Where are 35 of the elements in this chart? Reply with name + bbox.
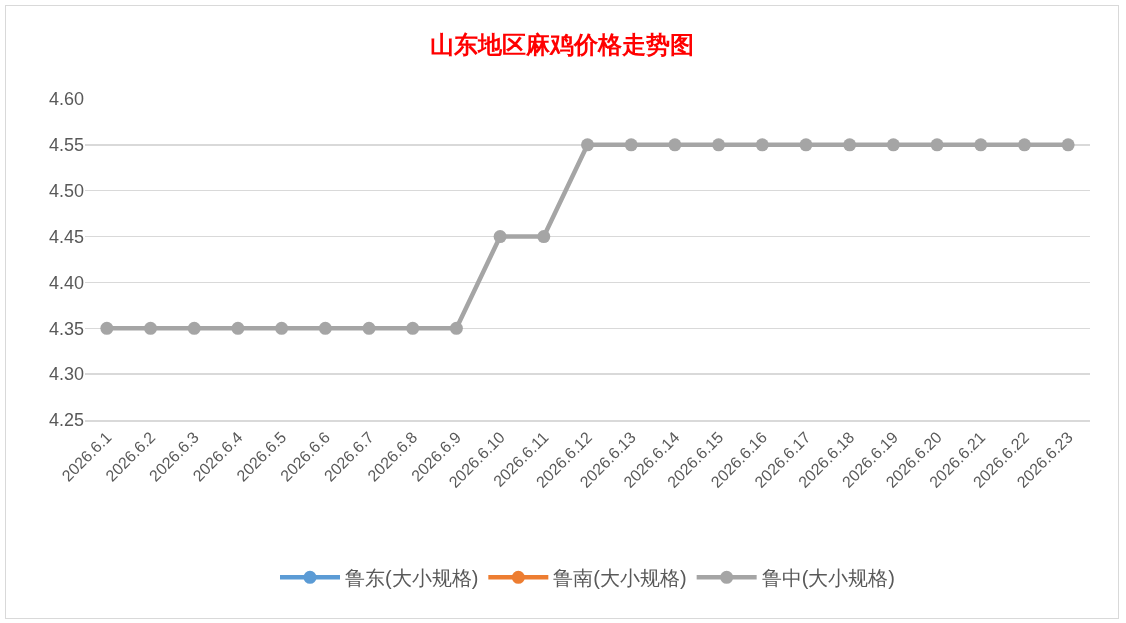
y-tick-label: 4.60 — [48, 89, 84, 110]
point — [537, 230, 551, 244]
point — [755, 138, 769, 152]
point — [974, 138, 988, 152]
point — [624, 138, 638, 152]
point — [100, 321, 114, 335]
point — [930, 138, 944, 152]
y-tick-label: 4.45 — [48, 226, 84, 247]
point — [886, 138, 900, 152]
point — [362, 321, 376, 335]
point — [406, 321, 420, 335]
point — [668, 138, 682, 152]
y-tick-label: 4.25 — [48, 410, 84, 431]
y-tick-label: 4.40 — [48, 272, 84, 293]
point — [712, 138, 726, 152]
point — [1061, 138, 1075, 152]
point — [843, 138, 857, 152]
y-tick-label: 4.55 — [48, 135, 84, 156]
legend-label: 鲁中(大小规格) — [761, 567, 895, 590]
point — [493, 230, 507, 244]
point — [187, 321, 201, 335]
point — [144, 321, 158, 335]
y-tick-label: 4.30 — [48, 364, 84, 385]
point — [318, 321, 332, 335]
point — [449, 321, 463, 335]
point — [275, 321, 289, 335]
chart-title: 山东地区麻鸡价格走势图 — [430, 32, 694, 59]
legend-label: 鲁东(大小规格) — [345, 567, 479, 590]
legend-label: 鲁南(大小规格) — [553, 567, 687, 590]
y-tick-label: 4.35 — [48, 318, 84, 339]
point — [1017, 138, 1031, 152]
point — [799, 138, 813, 152]
point — [231, 321, 245, 335]
point — [581, 138, 594, 152]
y-tick-label: 4.50 — [48, 181, 84, 202]
